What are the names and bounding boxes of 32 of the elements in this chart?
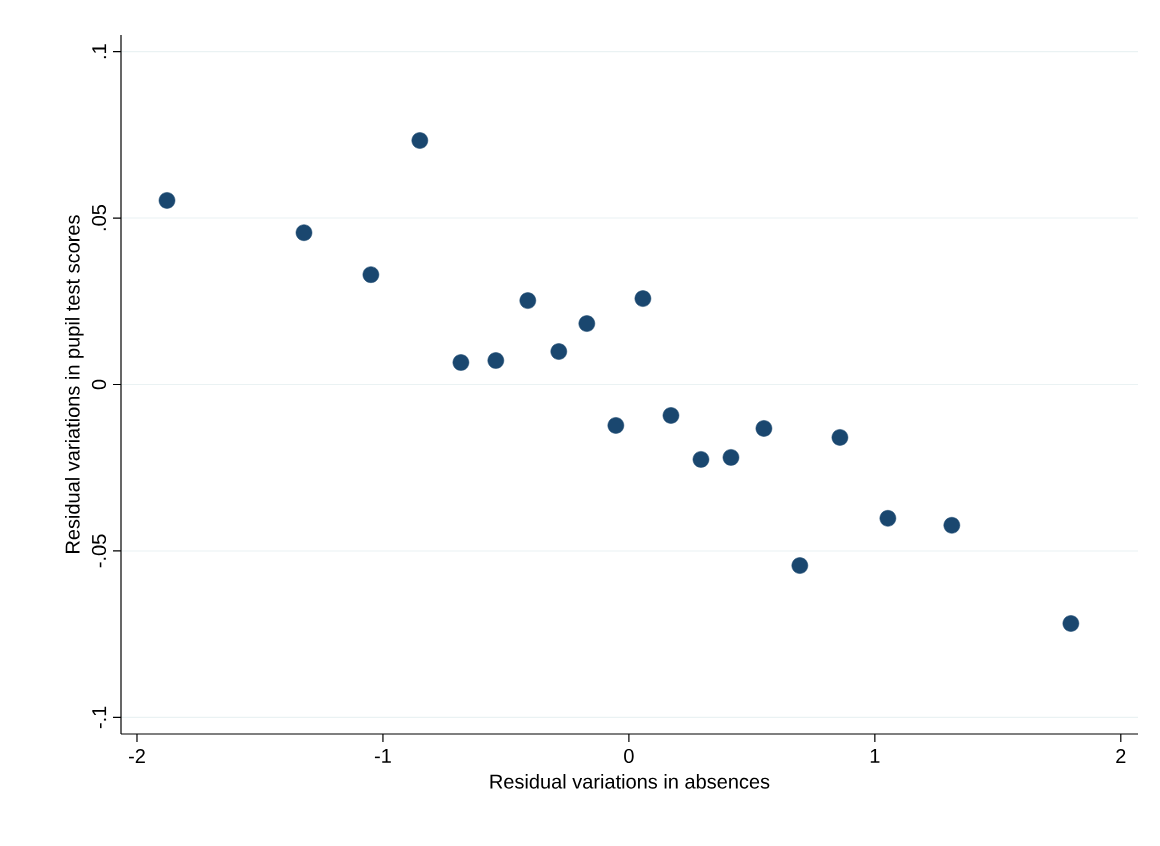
x-tick-label: 1 xyxy=(870,748,880,763)
point xyxy=(1062,615,1080,632)
y-tick-label: .1 xyxy=(92,44,107,59)
y-tick-label: 0 xyxy=(91,379,107,390)
point xyxy=(662,407,680,424)
point xyxy=(578,315,596,332)
point xyxy=(411,132,429,149)
x-tick-label: 2 xyxy=(1116,748,1126,763)
y-tick-label: -.05 xyxy=(91,534,107,568)
y-tick-label: .05 xyxy=(91,205,107,231)
x-tick-label: -2 xyxy=(128,748,145,763)
point xyxy=(879,510,897,527)
point xyxy=(634,290,652,307)
point xyxy=(722,449,740,466)
point xyxy=(791,557,809,574)
point xyxy=(550,343,568,360)
point xyxy=(362,266,380,283)
x-tick-label: -1 xyxy=(374,748,391,763)
point xyxy=(487,352,505,369)
point xyxy=(607,417,625,434)
y-axis-title: Residual variations in pupil test scores xyxy=(65,215,84,553)
point xyxy=(755,420,773,437)
point xyxy=(519,292,537,309)
x-axis-title: Residual variations in absences xyxy=(490,774,770,789)
point xyxy=(831,429,849,446)
point xyxy=(452,354,470,371)
y-tick-label: -.1 xyxy=(92,706,107,729)
point xyxy=(295,224,313,241)
point xyxy=(158,192,176,209)
point xyxy=(692,451,710,468)
point xyxy=(943,517,961,534)
x-tick-label: 0 xyxy=(624,748,634,764)
